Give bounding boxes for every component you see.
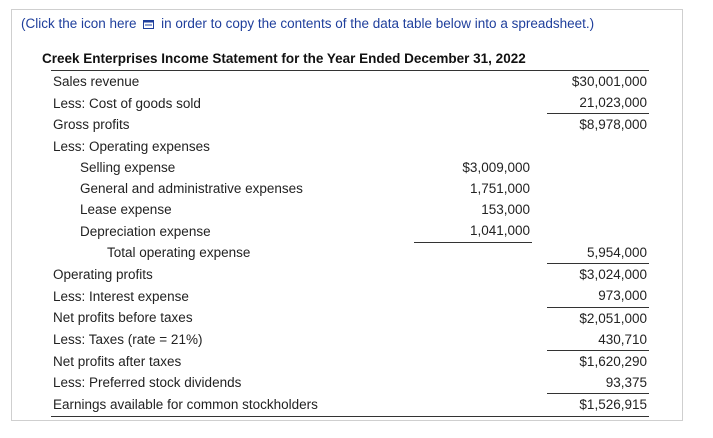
data-table-panel: (Click the icon here in order to copy th…	[11, 9, 683, 421]
row-right-value: $3,024,000	[579, 267, 647, 283]
row-mid-value	[414, 285, 532, 307]
row-right-value	[547, 178, 649, 199]
row-mid-value	[414, 307, 532, 329]
row-right-value	[547, 157, 649, 178]
row-right-value: $1,620,290	[579, 354, 647, 370]
row-mid-value	[414, 114, 532, 136]
table-row: Total operating expense 5,954,000	[51, 242, 649, 265]
row-mid-value	[414, 329, 532, 351]
table-row: Net profits before taxes $2,051,000	[51, 307, 649, 329]
table-row: Lease expense 153,000	[51, 199, 649, 220]
row-mid-value	[414, 92, 532, 114]
table-row: Less: Taxes (rate = 21%) 430,710	[51, 328, 649, 351]
row-label: Sales revenue	[51, 70, 414, 93]
row-right-value: 21,023,000	[547, 92, 649, 115]
row-label: Net profits after taxes	[53, 353, 182, 369]
table-row: Less: Operating expenses	[51, 136, 649, 157]
row-label: Less: Taxes (rate = 21%)	[53, 332, 203, 348]
row-mid-value	[414, 264, 532, 286]
row-right-value	[547, 136, 649, 157]
statement-title: Creek Enterprises Income Statement for t…	[42, 51, 526, 66]
row-right-value: 5,954,000	[547, 242, 649, 265]
row-label: Net profits before taxes	[53, 310, 193, 326]
row-label: Lease expense	[80, 202, 172, 218]
row-mid-value	[414, 136, 532, 157]
income-statement-table: Sales revenue $30,001,000 Less: Cost of …	[51, 70, 649, 417]
row-label: Earnings available for common stockholde…	[51, 393, 414, 417]
row-mid-value	[414, 393, 532, 417]
row-mid-value	[414, 242, 532, 264]
row-right-value: $8,978,000	[579, 117, 647, 133]
row-mid-value	[414, 350, 532, 372]
copy-instruction: (Click the icon here in order to copy th…	[21, 16, 594, 31]
table-row: Operating profits $3,024,000	[51, 264, 649, 286]
row-right-value: 973,000	[547, 285, 649, 308]
row-right-value: $30,001,000	[547, 70, 649, 93]
row-label: Selling expense	[80, 159, 176, 175]
copy-instruction-after: in order to copy the contents of the dat…	[161, 16, 595, 31]
table-row: Sales revenue $30,001,000	[51, 70, 649, 93]
table-row: Depreciation expense 1,041,000	[51, 220, 649, 243]
copy-icon[interactable]	[143, 17, 155, 29]
table-row: Net profits after taxes $1,620,290	[51, 350, 649, 372]
row-mid-value: 1,041,000	[414, 220, 532, 243]
row-right-value: $1,526,915	[547, 393, 649, 417]
row-mid-value: $3,009,000	[462, 159, 530, 175]
table-row: Less: Cost of goods sold 21,023,000	[51, 92, 649, 115]
row-right-value	[547, 220, 649, 242]
row-label: Gross profits	[53, 117, 130, 133]
row-right-value	[547, 199, 649, 220]
row-label: Depreciation expense	[80, 223, 211, 239]
row-right-value: $2,051,000	[579, 310, 647, 326]
row-mid-value	[414, 372, 532, 394]
row-mid-value: 1,751,000	[469, 181, 530, 197]
row-label: Less: Cost of goods sold	[53, 95, 201, 111]
row-label: General and administrative expenses	[80, 181, 303, 197]
row-label: Operating profits	[53, 267, 153, 283]
table-row: Selling expense $3,009,000	[51, 157, 649, 178]
table-row: Gross profits $8,978,000	[51, 114, 649, 136]
row-label: Less: Interest expense	[53, 288, 189, 304]
copy-instruction-before: (Click the icon here	[21, 16, 137, 31]
row-label: Less: Operating expenses	[53, 138, 210, 154]
row-mid-value: 153,000	[481, 202, 530, 218]
row-label: Less: Preferred stock dividends	[53, 375, 242, 391]
row-right-value: 430,710	[547, 328, 649, 351]
table-row: General and administrative expenses 1,75…	[51, 178, 649, 199]
table-row: Earnings available for common stockholde…	[51, 393, 649, 417]
row-right-value: 93,375	[547, 372, 649, 395]
row-label: Total operating expense	[107, 245, 251, 261]
row-mid-value	[414, 70, 532, 93]
table-row: Less: Preferred stock dividends 93,375	[51, 372, 649, 395]
table-row: Less: Interest expense 973,000	[51, 285, 649, 308]
